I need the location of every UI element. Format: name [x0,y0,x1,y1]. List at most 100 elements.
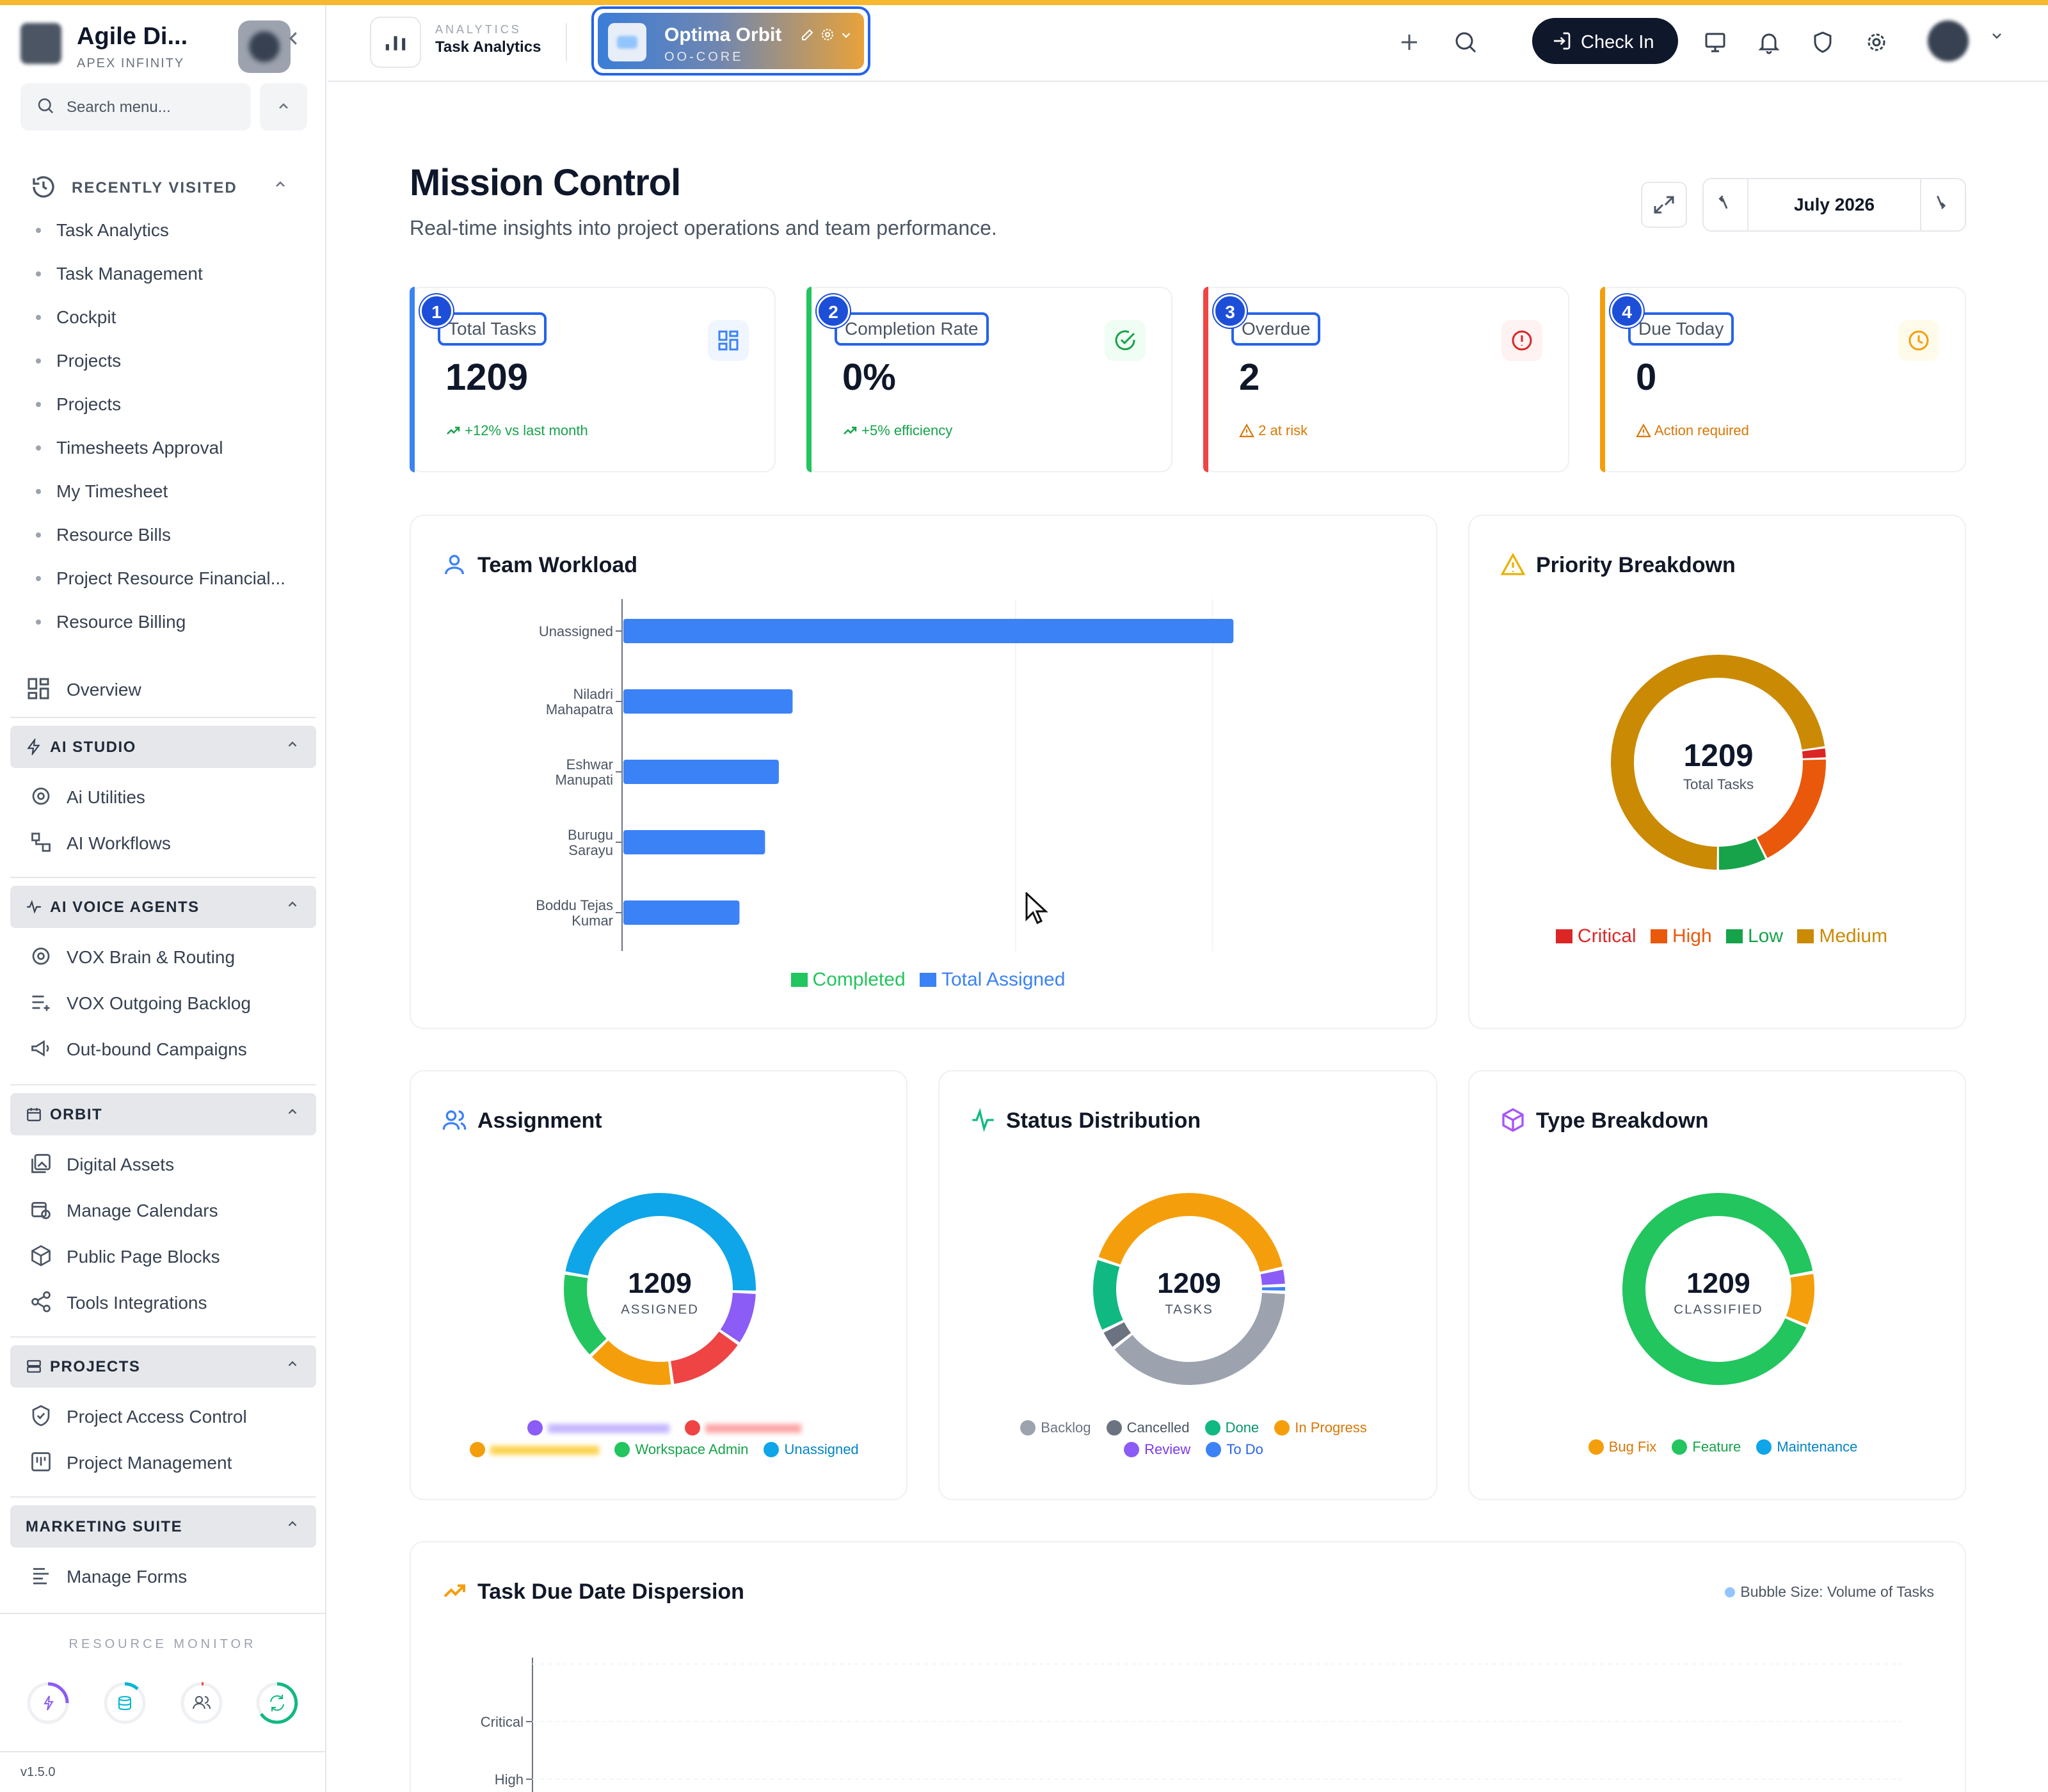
chevron-down-icon[interactable] [1989,28,2004,48]
legend-total-assigned[interactable]: Total Assigned [941,969,1066,990]
sidebar-item-ai-workflows[interactable]: AI Workflows [10,820,316,867]
previous-month-button[interactable] [1704,179,1748,230]
search-icon [38,98,54,114]
kpi-card-due-today[interactable]: 4 Due Today 0 Action required [1600,287,1966,472]
legend-unassigned[interactable]: Unassigned [784,1441,859,1457]
sidebar-item-label: Overview [67,680,141,700]
legend-maintenance[interactable]: Maintenance [1777,1439,1858,1455]
check-in-button[interactable]: Check In [1532,18,1678,64]
recent-item[interactable]: Task Analytics [36,215,305,259]
chevron-down-icon[interactable] [839,28,853,42]
sidebar-item-manage-calendars[interactable]: Manage Calendars [10,1188,316,1234]
recent-item[interactable]: Cockpit [36,302,305,346]
sidebar-item-vox-brain[interactable]: VOX Brain & Routing [10,934,316,980]
recent-item[interactable]: My Timesheet [36,476,305,520]
section-header[interactable]: AI VOICE AGENTS [10,886,316,928]
workspace-logo [608,23,646,61]
sidebar-item-project-management[interactable]: Project Management [10,1440,316,1486]
chevron-up-icon[interactable] [285,736,300,756]
sidebar-item-vox-backlog[interactable]: VOX Outgoing Backlog [10,980,316,1027]
chevron-up-icon[interactable] [260,83,307,131]
bell-icon[interactable] [1750,23,1788,61]
kpi-card-total-tasks[interactable]: 1 Total Tasks 1209 +12% vs last month [410,287,776,472]
search-input[interactable]: Search menu... [67,99,171,116]
sidebar-item-overview[interactable]: Overview [26,673,307,704]
sidebar-item-project-access-control[interactable]: Project Access Control [10,1394,316,1440]
settings-icon[interactable] [1857,23,1896,61]
legend-workspace-admin[interactable]: Workspace Admin [635,1441,749,1457]
workspace-switcher[interactable]: Optima Orbit OO-CORE [591,6,870,76]
mouse-cursor [1025,892,1048,925]
month-picker: July 2026 [1702,178,1966,232]
edit-icon[interactable] [800,27,815,42]
recent-item[interactable]: Projects [36,346,305,389]
database-gauge-icon[interactable] [102,1681,147,1725]
legend-cancelled[interactable]: Cancelled [1126,1420,1190,1436]
section-header[interactable]: PROJECTS [10,1345,316,1388]
monitor-icon[interactable] [1696,23,1734,61]
recent-item[interactable]: Resource Bills [36,520,305,563]
slice-4 [564,1274,607,1355]
fullscreen-button[interactable] [1641,182,1687,228]
gear-icon[interactable] [820,27,835,42]
user-avatar[interactable] [1928,20,1969,61]
analytics-app-icon[interactable] [370,17,421,68]
alert-circle-icon [1501,320,1542,361]
recent-item[interactable]: Resource Billing [36,607,305,650]
legend-low[interactable]: Low [1747,925,1784,947]
legend-feature[interactable]: Feature [1692,1439,1741,1455]
legend-bug-fix[interactable]: Bug Fix [1608,1439,1657,1455]
version-label: v1.5.0 [20,1765,56,1779]
recently-visited-header[interactable]: RECENTLY VISITED [31,173,300,201]
org-avatar[interactable] [238,20,291,73]
plus-icon[interactable] [1390,23,1428,61]
cpu-gauge-icon[interactable] [26,1681,70,1725]
sidebar-item-ai-utilities[interactable]: Ai Utilities [10,774,316,820]
kpi-label: Overdue [1231,312,1321,346]
status-legend: Backlog Cancelled Done In Progress Revie… [940,1417,1436,1460]
legend-done[interactable]: Done [1225,1420,1260,1436]
recent-item[interactable]: Project Resource Financial... [36,563,305,607]
sidebar-item-manage-forms[interactable]: Manage Forms [10,1554,316,1600]
gear-icon [32,947,50,965]
sidebar-item-digital-assets[interactable]: Digital Assets [10,1142,316,1188]
chevron-up-icon[interactable] [273,177,288,196]
chevron-up-icon[interactable] [285,896,300,916]
sidebar-item-tools-integrations[interactable]: Tools Integrations [10,1280,316,1326]
chevron-up-icon[interactable] [285,1103,300,1123]
legend-critical[interactable]: Critical [1577,925,1636,947]
kpi-card-overdue[interactable]: 3 Overdue 2 2 at risk [1203,287,1569,472]
legend-high[interactable]: High [1672,925,1712,947]
legend-completed[interactable]: Completed [812,969,906,990]
recent-item[interactable]: Task Management [36,259,305,302]
category-label: Niladri [573,686,613,702]
users-gauge-icon[interactable] [179,1681,224,1725]
section-header[interactable]: ORBIT [10,1093,316,1135]
section-header[interactable]: MARKETING SUITE [10,1505,316,1548]
legend-review[interactable]: Review [1144,1441,1191,1457]
legend-dot [1756,1439,1772,1455]
section-header[interactable]: AI STUDIO [10,726,316,768]
bubble-dot [1725,1587,1736,1597]
brand[interactable]: Agile Di... APEX INFINITY [20,18,291,76]
bubble-size-label: Bubble Size: Volume of Tasks [1740,1583,1934,1600]
kpi-foot-text: 2 at risk [1258,422,1308,438]
chevron-up-icon[interactable] [285,1356,300,1375]
next-month-button[interactable] [1920,179,1965,230]
kpi-card-completion-rate[interactable]: 2 Completion Rate 0% +5% efficiency [806,287,1172,472]
shield-icon[interactable] [1804,23,1842,61]
chevron-up-icon[interactable] [285,1516,300,1535]
legend-medium[interactable]: Medium [1819,925,1888,947]
sidebar-item-public-page-blocks[interactable]: Public Page Blocks [10,1234,316,1280]
sync-gauge-icon[interactable] [255,1681,300,1725]
sidebar-search[interactable]: Search menu... [20,83,251,131]
slice-2 [1756,759,1826,858]
sidebar-item-campaigns[interactable]: Out-bound Campaigns [10,1027,316,1073]
collapse-sidebar-icon[interactable] [284,26,303,54]
search-icon[interactable] [1446,23,1485,61]
legend-to-do[interactable]: To Do [1226,1441,1263,1457]
legend-in-progress[interactable]: In Progress [1295,1420,1367,1436]
recent-item[interactable]: Projects [36,389,305,433]
recent-item[interactable]: Timesheets Approval [36,433,305,476]
legend-backlog[interactable]: Backlog [1041,1420,1091,1436]
